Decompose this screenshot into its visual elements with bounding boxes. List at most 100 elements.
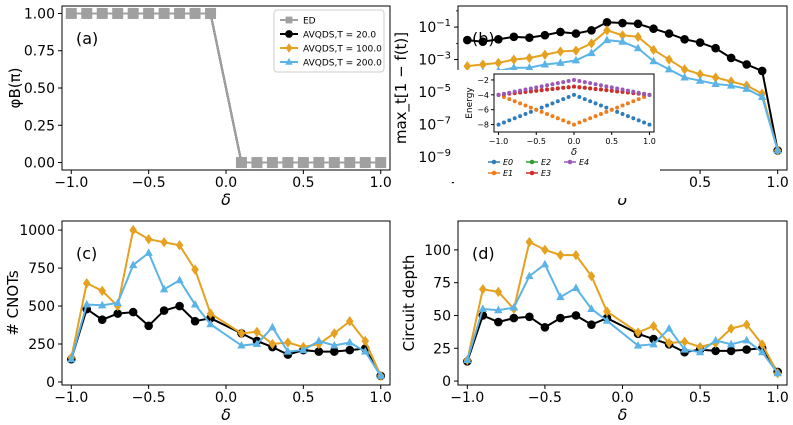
data-point	[494, 286, 503, 297]
data-point	[158, 7, 170, 19]
inset-point	[636, 97, 641, 102]
data-point	[680, 34, 689, 44]
inset-point	[642, 120, 647, 125]
inset-point	[598, 103, 603, 108]
data-point	[541, 244, 549, 255]
data-point	[97, 315, 107, 325]
y-axis-label: φB(π)	[6, 68, 24, 109]
inset-point	[631, 89, 636, 94]
y-tick-label: 500	[28, 299, 55, 315]
inset-point	[577, 85, 582, 90]
data-point	[463, 355, 472, 364]
inset-point	[512, 89, 517, 94]
inset-point	[518, 101, 523, 106]
inset-point	[534, 107, 539, 112]
inset-legend-marker	[491, 170, 497, 176]
data-point	[571, 311, 581, 320]
series-line	[466, 262, 779, 374]
data-point	[494, 34, 503, 44]
data-point	[478, 37, 488, 47]
inset-point	[615, 109, 620, 114]
data-point	[330, 328, 339, 339]
data-point	[571, 55, 581, 64]
inset-point	[566, 85, 571, 90]
data-point	[328, 157, 340, 169]
data-point	[268, 322, 277, 331]
inset-point	[593, 86, 598, 91]
inset-point	[550, 86, 555, 91]
data-point	[509, 303, 519, 311]
data-point	[128, 260, 138, 269]
data-point	[742, 319, 751, 330]
inset-point	[550, 82, 555, 87]
data-point	[757, 66, 767, 76]
data-point	[190, 316, 200, 326]
data-point	[742, 345, 751, 354]
data-point	[572, 45, 580, 56]
inset-legend-entry: E3	[541, 169, 551, 178]
data-point	[525, 52, 534, 64]
inset-point	[582, 85, 587, 90]
y-tick-label: 10−1	[418, 18, 451, 36]
data-point	[587, 26, 596, 35]
data-point	[299, 345, 308, 354]
data-point	[67, 354, 76, 363]
data-point	[160, 237, 168, 248]
data-point	[727, 323, 735, 334]
inset-point	[566, 120, 571, 125]
inset-point	[631, 99, 636, 104]
inset-point	[577, 79, 582, 84]
y-tick-label: 10−7	[418, 116, 451, 134]
data-point	[143, 7, 155, 19]
inset-point	[507, 90, 512, 95]
inset-point	[518, 88, 523, 93]
data-point	[235, 157, 247, 169]
inset-point	[566, 94, 571, 99]
y-tick-label: 1000	[19, 223, 55, 239]
inset-point	[512, 116, 517, 121]
inset-point	[561, 97, 566, 102]
inset-point	[561, 118, 566, 123]
inset-point	[523, 103, 528, 108]
inset-point	[593, 82, 598, 87]
inset-y-tick-label: −2	[477, 76, 489, 85]
panel-3: −1.0 −0.5 0.0 0.5 1.0 0 25 50 75 100 δ Circuit dept…	[400, 220, 789, 424]
y-tick-label: 10−3	[418, 51, 451, 69]
data-point	[664, 64, 674, 73]
inset-point	[604, 105, 609, 110]
inset-point	[550, 101, 555, 106]
data-point	[313, 157, 325, 169]
data-point	[556, 58, 565, 66]
data-point	[633, 341, 643, 349]
inset-point	[577, 120, 582, 125]
data-point	[665, 54, 673, 65]
inset-y-axis-label: Energy	[465, 87, 475, 119]
data-point	[113, 298, 122, 307]
inset-point	[496, 92, 501, 97]
legend-entry: ED	[303, 17, 316, 27]
x-tick-label: 0.5	[292, 390, 314, 406]
inset-point	[620, 87, 625, 92]
inset-x-axis-label: δ	[571, 147, 577, 158]
y-tick-label: 250	[28, 337, 55, 353]
y-tick-label: 0.50	[24, 81, 55, 97]
data-point	[314, 336, 324, 345]
legend-marker	[285, 30, 293, 38]
legend-marker	[285, 16, 293, 24]
inset-point	[507, 118, 512, 123]
inset-point	[572, 92, 576, 97]
panel-label: (c)	[76, 244, 97, 263]
data-point	[556, 292, 565, 301]
data-point	[602, 316, 612, 324]
data-point	[742, 335, 751, 344]
inset-point	[539, 105, 544, 110]
data-point	[649, 339, 658, 348]
inset-x-tick-label: 0.5	[605, 137, 618, 146]
inset-point	[615, 86, 620, 91]
inset-point	[501, 91, 506, 96]
data-point	[82, 299, 91, 308]
inset-point	[512, 99, 517, 104]
y-axis-label: # CNOTs	[4, 270, 22, 336]
data-point	[649, 24, 658, 34]
